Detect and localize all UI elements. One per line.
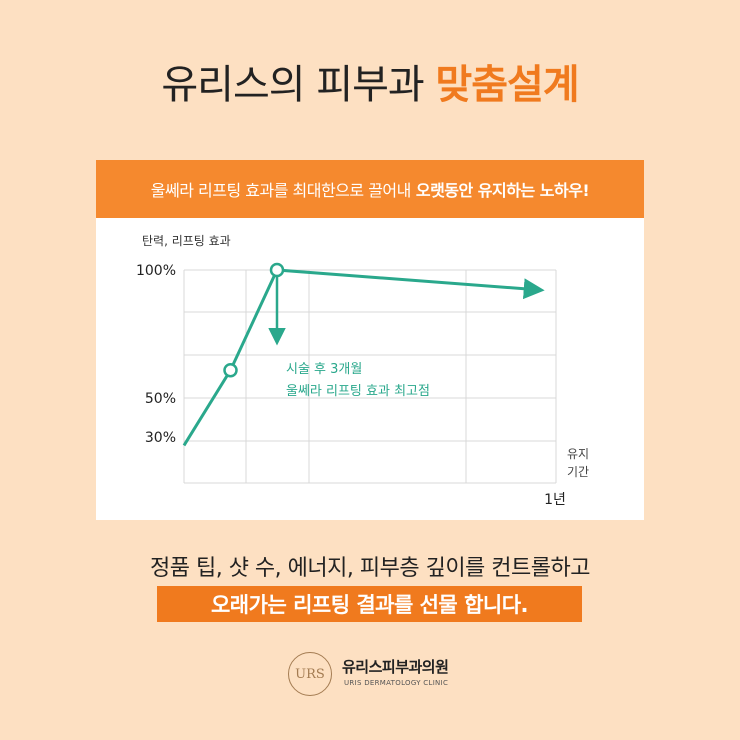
annotation-line: 시술 후 3개월	[286, 362, 362, 377]
y-axis-label: 탄력, 리프팅 효과	[142, 234, 231, 248]
banner-strong: 오랫동안 유지하는 노하우!	[415, 181, 590, 200]
bottom-text-1: 정품 팁, 샷 수, 에너지, 피부층 깊이를 컨트롤하고	[150, 556, 591, 581]
chart-grid	[183, 269, 557, 484]
y-tick-label: 30%	[145, 430, 176, 446]
data-point	[223, 362, 238, 378]
y-tick-label: 50%	[145, 391, 176, 407]
x-axis-label-line: 기간	[567, 465, 589, 479]
x-tick-labels: 1년	[544, 492, 566, 508]
bottom-text-2: 오래가는 리프팅 결과를 선물 합니다.	[157, 586, 582, 622]
logo-mark: URS	[288, 652, 332, 696]
data-point	[269, 262, 285, 278]
headline-normal: 유리스의 피부과	[161, 62, 424, 108]
logo-subtitle: URIS DERMATOLOGY CLINIC	[344, 679, 449, 687]
series-line-group	[182, 262, 545, 447]
chart-banner: 울쎄라 리프팅 효과를 최대한으로 끌어내 오랫동안 유지하는 노하우!	[96, 160, 644, 218]
clinic-logo: URS 유리스피부과의원 URIS DERMATOLOGY CLINIC	[288, 652, 488, 702]
x-axis-label-line: 유지	[567, 447, 589, 461]
y-tick-labels: 100% 50% 30%	[136, 263, 176, 446]
chart-card: 울쎄라 리프팅 효과를 최대한으로 끌어내 오랫동안 유지하는 노하우! 탄력,…	[96, 160, 644, 520]
series-line	[182, 268, 545, 447]
banner-normal: 울쎄라 리프팅 효과를 최대한으로 끌어내	[150, 181, 412, 200]
headline: 유리스의 피부과 맞춤설계	[0, 52, 740, 110]
y-tick-label: 100%	[136, 263, 176, 279]
headline-accent: 맞춤설계	[435, 62, 579, 108]
annotation-line: 울쎄라 리프팅 효과 최고점	[286, 384, 430, 399]
logo-name: 유리스피부과의원	[342, 658, 449, 676]
x-tick-label: 1년	[544, 492, 566, 508]
